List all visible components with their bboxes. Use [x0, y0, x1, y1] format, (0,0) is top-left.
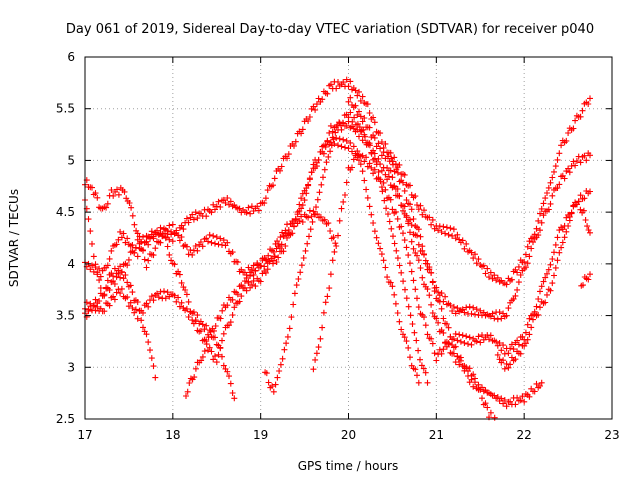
series-track-10: [385, 153, 545, 410]
series-track-7: [262, 109, 431, 395]
x-tick-label: 19: [253, 428, 268, 442]
y-tick-label: 6: [67, 50, 75, 64]
y-tick-label: 4: [67, 257, 75, 271]
y-tick-label: 5.5: [56, 102, 75, 116]
y-tick-label: 5: [67, 153, 75, 167]
y-axis-label: SDTVAR / TECUs: [7, 189, 21, 287]
data-point-markers: [385, 153, 545, 410]
x-tick-label: 20: [341, 428, 356, 442]
data-point-markers: [494, 198, 593, 372]
chart-title: Day 061 of 2019, Sidereal Day-to-day VTE…: [66, 22, 594, 37]
data-series: [82, 76, 593, 421]
data-point-markers: [578, 271, 593, 289]
x-axis-label: GPS time / hours: [298, 459, 399, 473]
y-tick-label: 4.5: [56, 205, 75, 219]
series-track-8: [310, 152, 422, 386]
axis-ticks: 17 18 19 20 21 22 23 2.5 3 3.5 4 4.5 5 5.5 6: [56, 50, 620, 442]
series-track-6: [183, 207, 339, 399]
x-tick-label: 22: [517, 428, 532, 442]
series-track-11: [494, 198, 593, 372]
x-tick-label: 18: [165, 428, 180, 442]
data-point-markers: [310, 152, 422, 386]
data-point-markers: [262, 109, 431, 395]
data-point-markers: [82, 134, 593, 366]
y-tick-label: 3: [67, 360, 75, 374]
data-point-markers: [183, 207, 339, 399]
series-track-12: [578, 271, 593, 289]
x-tick-label: 17: [77, 428, 92, 442]
x-tick-label: 23: [604, 428, 619, 442]
series-track-3: [82, 134, 593, 366]
y-tick-label: 2.5: [56, 412, 75, 426]
y-tick-label: 3.5: [56, 309, 75, 323]
x-tick-label: 21: [429, 428, 444, 442]
